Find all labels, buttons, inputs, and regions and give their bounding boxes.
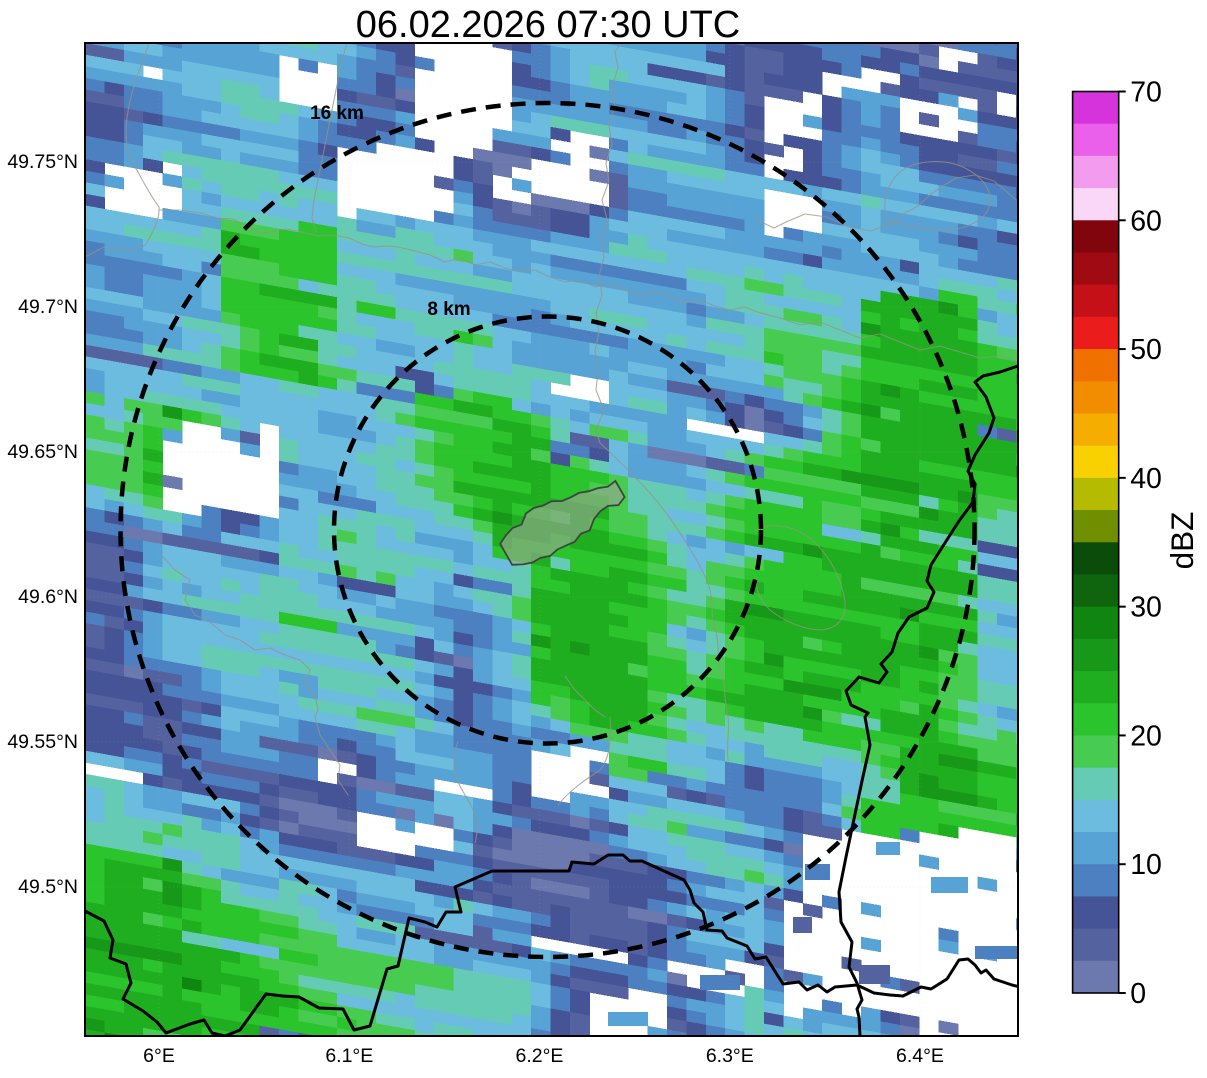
svg-text:40: 40 <box>1130 463 1162 495</box>
svg-text:dBZ: dBZ <box>1164 512 1200 570</box>
svg-text:6.3°E: 6.3°E <box>706 1045 754 1067</box>
svg-text:6.2°E: 6.2°E <box>516 1045 564 1067</box>
svg-text:49.75°N: 49.75°N <box>7 151 78 173</box>
svg-text:49.55°N: 49.55°N <box>7 731 78 753</box>
svg-text:6°E: 6°E <box>143 1045 175 1067</box>
svg-text:16 km: 16 km <box>310 103 364 124</box>
svg-text:8 km: 8 km <box>427 299 470 320</box>
svg-text:50: 50 <box>1130 334 1162 366</box>
svg-text:6.1°E: 6.1°E <box>325 1045 373 1067</box>
svg-text:49.5°N: 49.5°N <box>18 876 78 898</box>
svg-text:06.02.2026 07:30 UTC: 06.02.2026 07:30 UTC <box>356 4 741 46</box>
svg-text:20: 20 <box>1130 720 1162 752</box>
svg-text:0: 0 <box>1130 978 1146 1010</box>
svg-text:70: 70 <box>1130 77 1162 109</box>
svg-text:49.7°N: 49.7°N <box>18 296 78 318</box>
svg-text:6.4°E: 6.4°E <box>896 1045 944 1067</box>
svg-text:49.65°N: 49.65°N <box>7 441 78 463</box>
svg-text:30: 30 <box>1130 592 1162 624</box>
svg-text:49.6°N: 49.6°N <box>18 586 78 608</box>
svg-text:60: 60 <box>1130 205 1162 237</box>
svg-text:10: 10 <box>1130 849 1162 881</box>
